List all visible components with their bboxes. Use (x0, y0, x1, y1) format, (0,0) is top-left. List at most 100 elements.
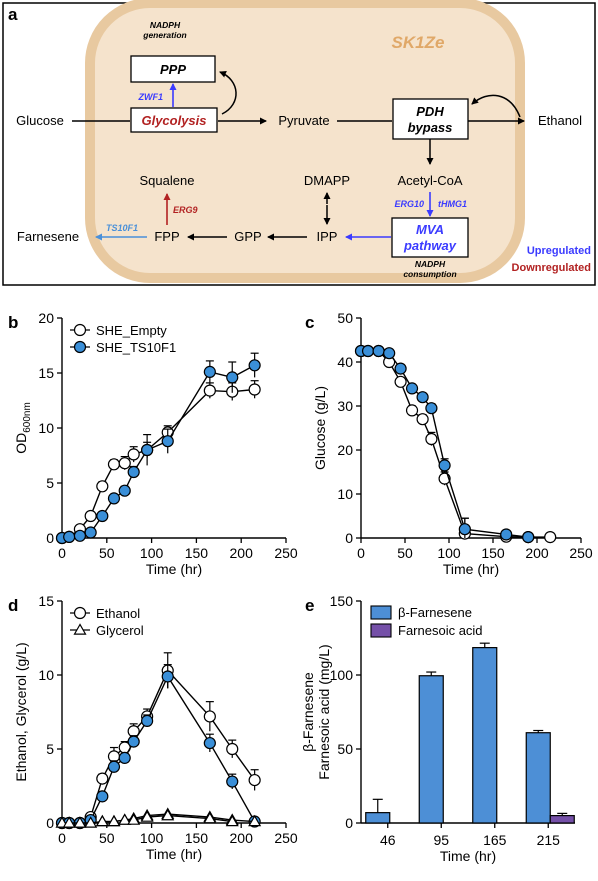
data-point-c (372, 344, 385, 358)
x-axis-title-d: Time (hr) (146, 846, 202, 862)
mva-label-line1: MVA (416, 222, 444, 237)
nadph-consumption-line1: NADPH (415, 259, 446, 269)
y-tick-label-b: 15 (38, 365, 54, 381)
y-axis-title-b: OD600nm (13, 402, 33, 454)
y-tick-label-e: 0 (345, 815, 353, 831)
y-tick-label-e: 50 (337, 741, 353, 757)
data-point-b (118, 484, 131, 497)
panel-label-d: d (8, 596, 18, 615)
x-tick-label-b: 50 (99, 545, 115, 561)
y-tick-label-d: 5 (46, 741, 54, 757)
data-point-b (107, 492, 121, 505)
pdh-bypass-box (392, 98, 469, 140)
panel-label-c: c (305, 313, 314, 332)
legend-swatch-e (370, 623, 392, 638)
legend-label-e: Farnesoic acid (398, 623, 483, 638)
y-tick-label-c: 50 (337, 310, 353, 326)
data-point-d (248, 773, 261, 787)
y-axis-title-e-line2: Farnesoic acid (mg/L) (316, 644, 332, 779)
gene-zwf1: ZWF1 (138, 92, 164, 102)
x-tick-label-b: 200 (230, 545, 254, 561)
x-tick-label-b: 100 (140, 545, 164, 561)
y-tick-label-b: 0 (46, 530, 54, 546)
y-tick-label-b: 5 (46, 475, 54, 491)
legend-marker-d (73, 606, 87, 620)
data-point-b (203, 365, 216, 378)
data-point-b (84, 509, 97, 523)
x-axis-title-c: Time (hr) (443, 561, 499, 577)
data-point-d (203, 736, 216, 750)
panel-label-e: e (305, 596, 314, 615)
metabolite-fpp: FPP (154, 229, 179, 244)
x-tick-label-d: 250 (274, 830, 298, 846)
pdh-label-line1: PDH (416, 104, 444, 119)
data-point-b (203, 384, 216, 397)
x-tick-label-c: 100 (437, 545, 461, 561)
data-point-c (394, 362, 407, 375)
x-tick-label-d: 50 (99, 830, 115, 846)
bar-e-0 (365, 812, 391, 824)
metabolite-acetyl-coa: Acetyl-CoA (397, 173, 462, 188)
data-point-d (95, 814, 109, 827)
data-point-d (203, 811, 217, 824)
data-point-d (127, 735, 140, 748)
data-point-c (383, 347, 396, 360)
legend-label-b: SHE_Empty (96, 323, 167, 338)
glycolysis-label: Glycolysis (141, 113, 206, 128)
legend-marker-d (73, 623, 87, 635)
data-point-d (84, 816, 98, 828)
x-tick-label-c: 0 (357, 545, 365, 561)
data-point-c (500, 528, 513, 541)
legend-marker-b (73, 340, 87, 354)
nadph-consumption-line2: consumption (403, 269, 456, 279)
metabolite-squalene: Squalene (140, 173, 195, 188)
data-point-d (161, 670, 174, 683)
data-point-c (458, 523, 471, 536)
plot-c: 0 10 20 30 40 50 0 50 100 150 200 250 Time (hr) Gluco… (312, 310, 593, 577)
legend-label-d: Ethanol (96, 606, 140, 621)
x-tick-label-e: 165 (483, 832, 507, 848)
data-point-b (96, 509, 109, 523)
panel-label-b: b (8, 313, 18, 332)
x-axis-title-e: Time (hr) (440, 848, 496, 864)
bar-e-0 (418, 675, 444, 824)
y-axis-title-d: Ethanol, Glycerol (g/L) (13, 642, 29, 781)
x-tick-label-d: 100 (140, 830, 164, 846)
y-axis-title-c: Glucose (g/L) (312, 386, 328, 470)
legend-swatch-e (370, 605, 392, 620)
x-tick-label-e: 95 (433, 832, 449, 848)
gene-ts10f1: TS10F1 (106, 223, 138, 233)
gene-erg10: ERG10 (394, 199, 424, 209)
data-point-d (226, 775, 239, 788)
data-point-b (63, 530, 76, 544)
metabolite-gpp: GPP (234, 229, 261, 244)
data-point-c (405, 404, 419, 417)
data-point-b (226, 371, 239, 384)
panel-a: a SK1Ze NADPH generation PPP Glycolysis … (2, 0, 596, 286)
x-tick-label-e: 46 (380, 832, 396, 848)
glycolysis-box (130, 107, 218, 133)
legend-marker-b (73, 323, 87, 337)
data-point-d (161, 808, 175, 821)
series-line-c-1 (361, 350, 529, 538)
data-point-c (425, 402, 438, 415)
metabolite-dmapp: DMAPP (304, 173, 350, 188)
y-axis-title-text-d: Ethanol, Glycerol (g/L) (13, 642, 29, 781)
data-point-b (73, 529, 87, 542)
y-tick-label-d: 10 (38, 667, 54, 683)
series-line-d-1 (62, 675, 256, 824)
legend-label-b: SHE_TS10F1 (96, 340, 176, 355)
data-point-d (203, 710, 216, 723)
y-tick-label-c: 0 (345, 530, 353, 546)
y-tick-label-c: 10 (337, 486, 353, 502)
gene-thmg1: tHMG1 (438, 199, 467, 209)
data-point-d (118, 751, 131, 764)
legend-label-e: β-Farnesene (398, 605, 472, 620)
bar-e-1 (549, 814, 575, 824)
y-tick-label-c: 20 (337, 442, 353, 458)
mva-label-line2: pathway (403, 238, 457, 253)
data-point-b (118, 457, 131, 470)
